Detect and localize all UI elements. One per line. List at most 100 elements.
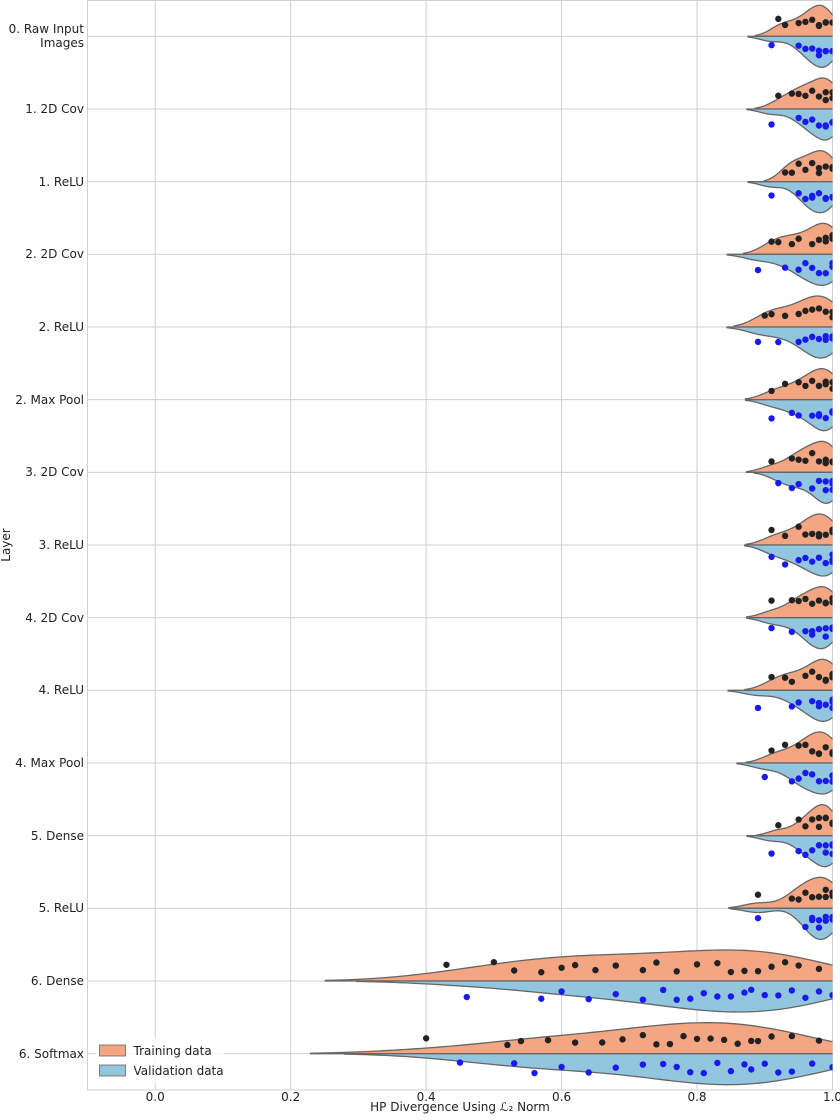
strip-point [808,45,816,52]
strip-point [788,169,796,176]
strip-point [822,238,829,245]
strip-point [795,266,802,273]
strip-point [795,379,802,386]
strip-point [822,744,829,751]
strip-point [795,523,802,530]
strip-point [829,558,833,566]
strip-point [829,335,833,342]
strip-point [822,777,829,785]
strip-point [822,625,829,632]
strip-point [659,986,667,994]
strip-point [829,163,833,171]
strip-point [829,778,833,785]
strip-point [815,458,823,465]
strip-point [795,235,802,242]
strip-point [795,42,802,49]
strip-point [829,458,833,465]
y-tick-label: 3. ReLU [38,538,84,552]
strip-point [639,996,647,1003]
strip-point [768,850,775,857]
strip-point [815,530,823,538]
strip-point [802,18,809,26]
strip-point [761,773,768,781]
strip-point [795,160,802,167]
strip-point [829,704,833,712]
strip-point [808,116,816,123]
violin-half [744,544,833,577]
strip-point [639,966,647,974]
violin-half [730,907,833,940]
strip-point [822,486,829,494]
strip-point [808,894,816,901]
strip-point [504,1041,511,1049]
strip-point [829,599,833,606]
strip-point [795,19,802,27]
x-tick-label: 0.0 [146,1090,165,1104]
violin-half [753,471,833,504]
strip-point [808,914,816,922]
strip-point [558,1063,565,1071]
strip-point [795,190,802,197]
strip-point [443,961,450,968]
y-tick-label: 1. ReLU [38,174,84,189]
strip-point [829,263,833,270]
strip-point [802,823,809,830]
strip-point [653,1041,660,1048]
strip-point [829,119,833,126]
strip-point [788,90,796,97]
y-axis-label: Layer [0,528,13,562]
strip-point [795,962,802,969]
strip-point [815,703,823,710]
strip-point [815,673,823,681]
strip-point [612,990,619,998]
strip-point [775,1069,782,1076]
strip-point [781,21,789,29]
strip-point [781,674,789,681]
strip-point [788,987,796,994]
strip-point [748,1066,755,1073]
strip-point [822,270,829,277]
strip-point [822,599,829,606]
strip-point [788,778,796,785]
y-tick-label: 4. ReLU [38,683,84,698]
strip-point [802,923,809,931]
strip-point [612,962,619,969]
data-layer [310,4,833,1086]
strip-point [599,1039,606,1046]
violin-half [744,368,833,401]
strip-point [422,1035,430,1042]
violin-half [747,35,833,68]
strip-point [673,996,680,1003]
y-tick-label: 5. Dense [30,828,84,843]
strip-point [768,41,775,49]
strip-point [815,916,823,924]
strip-point [802,769,809,777]
strip-point [822,633,829,640]
x-tick-label: 0.6 [552,1090,571,1104]
strip-point [815,750,823,758]
strip-point [768,121,775,128]
strip-point [815,814,823,822]
strip-point [808,412,816,419]
strip-point [727,1067,735,1075]
strip-point [829,308,833,316]
strip-point [775,822,782,829]
strip-point [510,1060,518,1067]
strip-point [761,1060,768,1067]
strip-point [802,595,809,603]
strip-point [754,914,762,922]
strip-point [558,964,565,971]
strip-point [775,992,782,999]
strip-point [795,480,802,488]
strip-point [795,896,802,903]
y-tick-label: 5. ReLU [38,901,84,916]
strip-point [822,814,829,821]
strip-point [802,851,809,859]
strip-point [795,597,802,605]
legend-label: Training data [133,1044,212,1058]
strip-point [659,1060,667,1068]
strip-point [775,92,782,99]
strip-point [829,842,833,849]
